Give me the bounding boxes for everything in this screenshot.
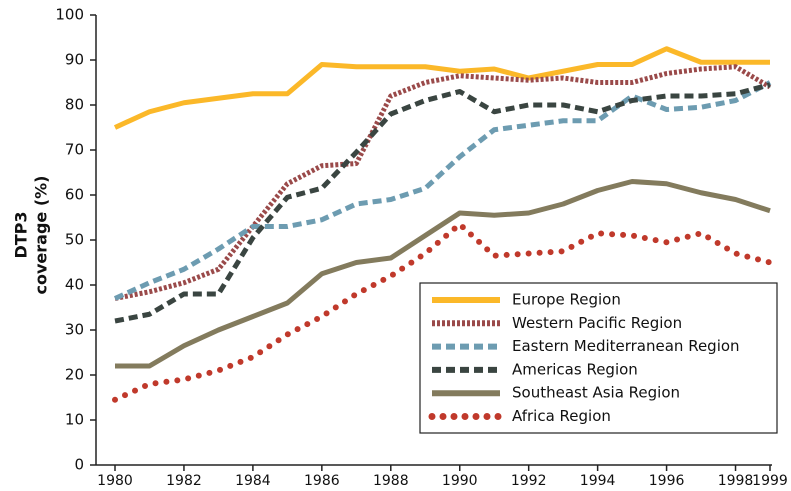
y-tick-label: 60 [65, 186, 84, 204]
x-tick-label: 1999 [752, 473, 788, 489]
y-tick-label: 20 [65, 366, 84, 384]
y-tick-label: 40 [65, 276, 84, 294]
y-tick-label: 10 [65, 411, 84, 429]
series-line [113, 46, 770, 130]
x-tick-label: 1990 [442, 473, 478, 489]
x-tick-label: 1986 [304, 473, 340, 489]
x-tick-label: 1982 [166, 473, 202, 489]
x-tick-label: 1994 [580, 473, 616, 489]
y-tick-label: 50 [65, 231, 84, 249]
series-line [114, 82, 771, 324]
y-tick-label: 0 [74, 456, 84, 474]
x-tick-label: 1992 [511, 473, 547, 489]
legend-label: Africa Region [512, 407, 611, 425]
x-tick-label: 1998 [718, 473, 754, 489]
legend-label: Southeast Asia Region [512, 384, 680, 402]
legend-label: Eastern Mediterranean Region [512, 337, 740, 355]
x-tick-label: 1984 [235, 473, 271, 489]
y-axis-label: coverage (%) [32, 176, 51, 295]
series-line [114, 64, 772, 301]
x-tick-label: 1988 [373, 473, 409, 489]
y-tick-label: 70 [65, 141, 84, 159]
series-line [115, 179, 771, 369]
y-tick-label: 100 [55, 6, 84, 24]
series-line [113, 80, 772, 301]
x-tick-label: 1980 [97, 473, 133, 489]
y-axis-label: DTP3 [12, 211, 31, 258]
x-tick-label: 1996 [649, 473, 685, 489]
legend-label: Western Pacific Region [512, 314, 682, 332]
y-tick-label: 80 [65, 96, 84, 114]
y-tick-label: 90 [65, 51, 84, 69]
legend-label: Europe Region [512, 291, 621, 309]
legend-box [419, 282, 778, 434]
legend-label: Americas Region [512, 360, 638, 378]
y-tick-label: 30 [65, 321, 84, 339]
